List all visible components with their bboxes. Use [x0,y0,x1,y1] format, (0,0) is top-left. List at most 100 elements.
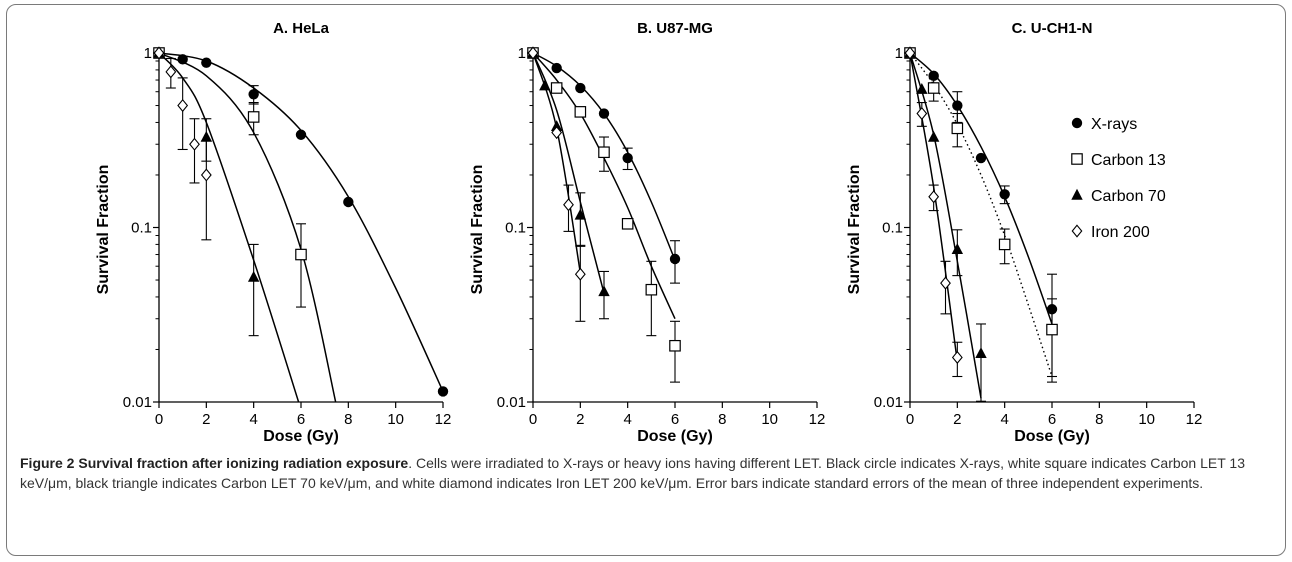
fit-curve-fe200 [533,52,582,273]
data-point-xrays [295,129,307,140]
data-point-fe200 [527,46,539,60]
legend-marker-fe200 [1071,224,1083,238]
data-point-fe200 [563,198,574,212]
y-tick-label: 0.01 [497,394,526,411]
data-point-c13 [951,122,964,135]
x-tick-label: 8 [718,411,726,428]
data-point-xrays [975,152,987,164]
legend-label-c13: Carbon 13 [1091,152,1166,169]
x-tick-label: 0 [906,411,914,428]
data-point-xrays [952,100,963,111]
legend-label-fe200: Iron 200 [1091,224,1150,241]
y-tick-label: 1 [144,45,152,62]
x-tick-label: 12 [1186,411,1203,428]
data-point-fe200 [916,106,928,121]
data-point-xrays [201,57,212,68]
data-point-fe200 [153,46,165,60]
y-tick-label: 1 [518,45,526,62]
data-point-c13 [645,283,658,296]
data-point-c70 [247,270,260,282]
fit-curve-c13 [910,52,1053,377]
x-tick-label: 8 [1095,411,1103,428]
x-tick-label: 0 [529,411,537,428]
data-point-xrays [551,62,562,74]
x-tick-label: 2 [953,411,961,428]
y-tick-label: 0.1 [505,220,526,237]
x-tick-label: 0 [155,411,163,428]
chart-panel-2: 0 2 4 6 8 10 12 0.01 0.1 1 B. U87-MG Dose (Gy) Survi… [469,20,825,445]
x-tick-label: 10 [761,411,778,428]
chart-title: A. HeLa [273,20,330,37]
y-tick-label: 0.1 [131,220,152,237]
y-axis-label: Survival Fraction [95,165,112,295]
data-point-fe200 [551,125,563,140]
data-point-c13 [598,146,610,159]
caption-body: . Cells were irradiated to X-rays or hea… [20,455,1245,491]
data-point-fe200 [200,168,212,182]
x-tick-label: 4 [623,411,631,428]
data-point-fe200 [165,65,177,79]
chart-title: B. U87-MG [637,20,713,37]
x-tick-label: 10 [387,411,404,428]
legend: X-rays Carbon 13 Carbon 70 Iron 200 [1071,116,1166,241]
x-tick-label: 6 [1048,411,1056,428]
data-point-c13 [247,111,260,123]
data-point-xrays [437,386,449,397]
figure-frame [6,4,1286,556]
y-tick-label: 0.01 [123,394,152,411]
data-point-xrays [928,70,939,82]
data-point-c70 [574,208,587,220]
chart-panel-1: 0 2 4 6 8 10 12 0.01 0.1 1 A. HeLa Dose (Gy) Surviva… [95,20,451,445]
data-point-xrays [177,54,188,65]
x-tick-label: 6 [671,411,679,428]
data-point-c70 [951,243,964,255]
legend-marker-c13 [1071,153,1083,165]
data-point-fe200 [940,276,951,290]
data-point-c13 [998,238,1011,251]
fit-curve-xrays [159,52,443,392]
data-point-xrays [575,82,586,94]
data-point-xrays [343,196,354,208]
caption-title: Survival fraction after ionizing radiati… [78,455,409,471]
data-point-c13 [621,218,634,230]
x-tick-label: 12 [435,411,452,428]
data-point-fe200 [904,46,916,60]
data-point-fe200 [177,98,189,113]
legend-marker-c70 [1071,188,1083,200]
data-point-fe200 [928,190,940,204]
y-tick-label: 0.1 [882,220,903,237]
x-axis-label: Dose (Gy) [1014,428,1090,445]
legend-label-xrays: X-rays [1091,116,1137,133]
legend-label-c70: Carbon 70 [1091,188,1166,205]
data-point-fe200 [951,350,963,365]
caption-label: Figure 2 [20,455,75,471]
data-point-xrays [999,189,1010,200]
x-tick-label: 12 [809,411,826,428]
figure-caption: Figure 2 Survival fraction after ionizin… [20,453,1270,493]
x-axis-label: Dose (Gy) [637,428,713,445]
data-point-c13 [574,106,587,118]
fit-curve-c13 [159,52,337,402]
fit-curve-c70 [910,52,982,399]
data-point-c70 [975,347,987,359]
data-point-c70 [598,285,610,297]
x-tick-label: 6 [297,411,305,428]
data-point-xrays [669,253,681,265]
data-point-xrays [622,152,633,164]
y-tick-label: 0.01 [874,394,903,411]
chart-panel-3: 0 2 4 6 8 10 12 0.01 0.1 1 C. U-CH1-N Dose (Gy) Surv… [846,20,1202,445]
data-point-c13 [295,248,307,261]
data-point-c70 [200,130,213,142]
data-point-c70 [927,130,940,142]
y-axis-label: Survival Fraction [469,165,486,295]
data-point-xrays [248,89,259,100]
x-tick-label: 10 [1138,411,1155,428]
data-point-fe200 [574,267,586,281]
x-tick-label: 8 [344,411,352,428]
data-point-c70 [550,120,563,132]
y-tick-label: 1 [895,45,903,62]
data-point-xrays [598,108,610,119]
data-point-c70 [539,79,551,91]
data-point-c13 [927,82,940,94]
